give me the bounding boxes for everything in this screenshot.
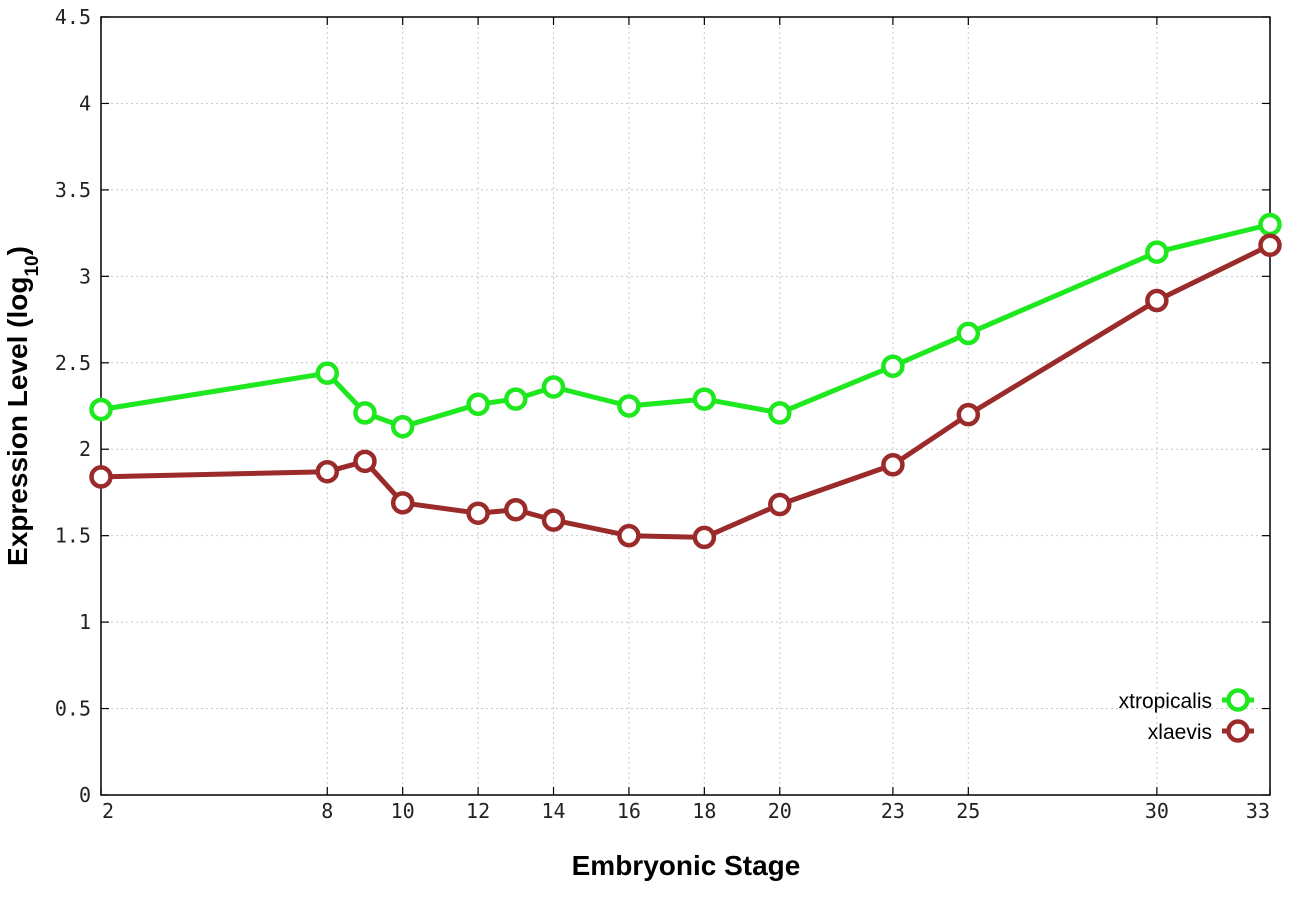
y-axis-title: Expression Level (log10) xyxy=(2,246,43,566)
data-point-xtropicalis xyxy=(353,401,377,425)
y-tick-label: 2.5 xyxy=(55,351,91,375)
x-tick-label: 30 xyxy=(1145,799,1169,823)
data-point-xlaevis xyxy=(692,525,717,550)
data-point-xtropicalis xyxy=(541,375,566,399)
data-point-xtropicalis xyxy=(881,354,905,378)
axis-ticks: 0 0.5 1 1.5 2 2.5 3 3.5 4 4.5 2 8 10 12 14 16 18 20 23 25 30… xyxy=(55,5,1271,823)
x-tick-label: 25 xyxy=(956,799,980,823)
legend-marker xyxy=(1226,719,1250,743)
data-point-xtropicalis xyxy=(1145,240,1169,264)
data-point-xtropicalis xyxy=(692,387,717,411)
data-point-xlaevis xyxy=(1145,288,1169,313)
x-tick-label: 2 xyxy=(102,799,114,823)
x-tick-label: 10 xyxy=(391,799,415,823)
y-tick-label: 3 xyxy=(79,264,91,288)
series-line-xtropicalis xyxy=(100,222,1271,430)
data-point-xlaevis xyxy=(353,449,377,474)
data-point-xtropicalis xyxy=(617,394,641,418)
data-point-xlaevis xyxy=(956,402,981,427)
data-point-xtropicalis xyxy=(1258,212,1282,237)
y-tick-label: 4.5 xyxy=(55,5,91,29)
series-line-xlaevis xyxy=(100,242,1272,540)
data-point-xtropicalis xyxy=(504,387,528,411)
y-axis-title-close: ) xyxy=(2,246,33,255)
x-tick-label: 20 xyxy=(768,799,792,823)
data-point-xtropicalis xyxy=(466,392,490,417)
y-tick-label: 1 xyxy=(79,610,91,634)
y-tick-label: 4 xyxy=(79,91,91,115)
legend-label: xtropicalis xyxy=(1119,690,1212,713)
data-point-xlaevis xyxy=(390,491,415,515)
legend-entry-xtropicalis: xtropicalis xyxy=(1119,688,1254,713)
y-tick-label: 2 xyxy=(79,437,91,461)
data-point-xlaevis xyxy=(1258,233,1282,257)
data-point-xtropicalis xyxy=(89,397,113,422)
x-tick-label: 14 xyxy=(541,799,565,823)
series-layer xyxy=(89,212,1282,550)
x-tick-label: 16 xyxy=(617,799,641,823)
data-point-xlaevis xyxy=(89,465,113,489)
x-tick-label: 18 xyxy=(692,799,716,823)
data-point-xtropicalis xyxy=(315,361,340,385)
x-tick-label: 33 xyxy=(1246,799,1270,823)
series-xtropicalis xyxy=(89,212,1282,439)
y-tick-label: 1.5 xyxy=(55,524,91,548)
data-point-xlaevis xyxy=(881,453,905,477)
data-point-xtropicalis xyxy=(390,414,415,439)
data-point-xlaevis xyxy=(617,523,641,548)
data-point-xlaevis xyxy=(504,497,528,522)
legend-marker xyxy=(1226,688,1250,712)
y-tick-label: 0 xyxy=(79,783,91,807)
y-axis-title-main: Expression Level (log xyxy=(2,277,33,566)
series-xlaevis xyxy=(89,233,1282,550)
legend: xtropicalis xlaevis xyxy=(1119,688,1254,744)
data-point-xtropicalis xyxy=(768,401,792,425)
data-point-xlaevis xyxy=(541,508,566,532)
x-tick-label: 23 xyxy=(881,799,905,823)
y-tick-label: 0.5 xyxy=(55,697,91,721)
x-axis-title: Embryonic Stage xyxy=(572,850,801,881)
plot-frame xyxy=(100,16,1271,796)
grid xyxy=(101,17,1270,795)
x-tick-label: 8 xyxy=(321,799,333,823)
legend-label: xlaevis xyxy=(1148,721,1212,744)
data-point-xlaevis xyxy=(315,459,340,484)
y-axis-title-subscript: 10 xyxy=(22,255,43,276)
data-point-xlaevis xyxy=(466,501,490,525)
x-tick-label: 12 xyxy=(466,799,490,823)
y-tick-label: 3.5 xyxy=(55,178,91,202)
data-point-xlaevis xyxy=(768,492,792,517)
data-point-xtropicalis xyxy=(956,321,981,346)
legend-entry-xlaevis: xlaevis xyxy=(1148,719,1254,744)
